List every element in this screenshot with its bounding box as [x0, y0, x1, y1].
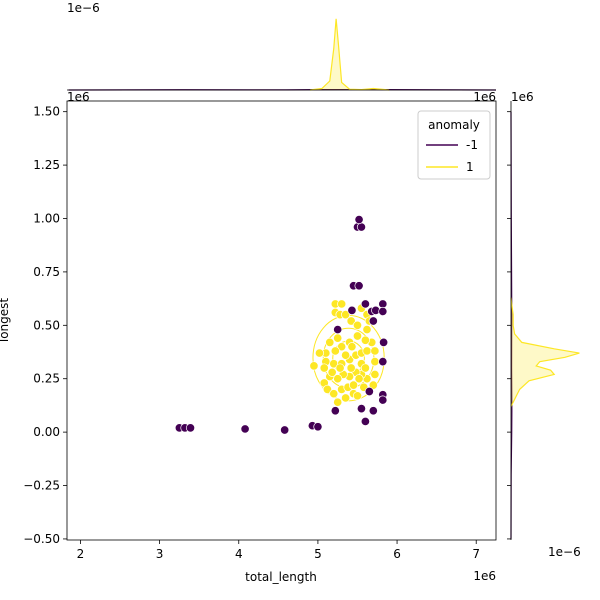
- point-anomaly-pos: [335, 363, 345, 373]
- legend: anomaly -1 1: [417, 110, 491, 180]
- point-anomaly-pos: [341, 350, 351, 360]
- point-anomaly-neg: [378, 306, 388, 316]
- legend-label-pos: 1: [466, 160, 474, 174]
- y-tick-label: −0.25: [23, 479, 60, 493]
- top-marginal-offset-label: 1e−6: [67, 1, 100, 15]
- point-anomaly-pos: [370, 346, 380, 356]
- y-axis-ticks: −0.50 −0.25 0.00 0.25 0.50 0.75 1.00 1.25 1.50: [23, 105, 67, 546]
- x-axis-label: total_length: [245, 570, 317, 584]
- x-tick-label: 5: [314, 547, 322, 561]
- joint-y-offset-label-left: 1e6: [67, 90, 90, 104]
- point-anomaly-pos: [352, 331, 363, 341]
- right-marginal-curves: [510, 111, 580, 539]
- x-tick-label: 6: [393, 547, 401, 561]
- point-anomaly-neg: [347, 305, 357, 315]
- point-anomaly-pos: [333, 333, 343, 343]
- right-marginal-axes: 1e6 1e−6: [507, 90, 581, 559]
- point-anomaly-neg: [313, 422, 323, 432]
- point-anomaly-neg: [378, 395, 388, 405]
- y-tick-label: 1.00: [33, 211, 60, 225]
- right-kde-pos: [510, 297, 580, 407]
- point-anomaly-pos: [330, 346, 340, 356]
- point-anomaly-neg: [360, 299, 370, 309]
- x-tick-label: 4: [235, 547, 243, 561]
- point-anomaly-pos: [337, 299, 347, 309]
- point-anomaly-pos: [309, 361, 319, 371]
- point-anomaly-pos: [347, 342, 357, 352]
- top-kde-fill: [309, 18, 390, 90]
- point-anomaly-pos: [341, 310, 351, 320]
- right-marginal-bottom-offset-label: 1e−6: [548, 545, 581, 559]
- point-anomaly-pos: [362, 325, 372, 335]
- point-anomaly-pos: [370, 369, 380, 379]
- point-anomaly-pos: [325, 337, 335, 347]
- point-anomaly-neg: [356, 222, 366, 232]
- point-anomaly-pos: [352, 320, 363, 330]
- y-tick-label: 1.25: [33, 158, 60, 172]
- point-anomaly-neg: [364, 386, 374, 397]
- point-anomaly-pos: [352, 391, 363, 401]
- point-anomaly-neg: [378, 357, 388, 367]
- y-tick-label: 0.75: [33, 265, 60, 279]
- y-axis-label: longest: [0, 298, 11, 343]
- y-tick-label: −0.50: [23, 532, 60, 546]
- y-tick-label: 1.50: [33, 105, 60, 119]
- point-anomaly-neg: [354, 215, 364, 225]
- y-tick-label: 0.00: [33, 425, 60, 439]
- point-anomaly-pos: [333, 397, 343, 407]
- point-anomaly-neg: [333, 325, 343, 335]
- point-anomaly-pos: [360, 335, 370, 345]
- right-marginal-ticks: [507, 111, 511, 540]
- x-axis-offset-label: 1e6: [473, 569, 496, 583]
- point-anomaly-pos: [346, 363, 356, 373]
- point-anomaly-neg: [360, 416, 370, 426]
- point-anomaly-pos: [322, 384, 332, 394]
- top-kde-pos: [309, 18, 390, 91]
- x-axis-ticks: 2 3 4 5 6 7: [77, 540, 480, 561]
- point-anomaly-pos: [341, 393, 351, 403]
- point-anomaly-neg: [368, 316, 378, 326]
- point-anomaly-pos: [314, 348, 325, 358]
- point-anomaly-neg: [280, 425, 290, 435]
- point-anomaly-pos: [346, 316, 356, 326]
- point-anomaly-pos: [329, 389, 339, 399]
- point-anomaly-pos: [348, 380, 359, 390]
- right-kde-fill: [511, 297, 580, 407]
- point-anomaly-neg: [356, 404, 366, 414]
- x-tick-label: 3: [156, 547, 164, 561]
- y-tick-label: 0.25: [33, 372, 60, 386]
- point-anomaly-neg: [368, 406, 378, 416]
- right-marginal-offset-label: 1e6: [511, 90, 534, 104]
- point-anomaly-pos: [319, 363, 329, 373]
- point-anomaly-pos: [354, 374, 364, 384]
- point-anomaly-neg: [185, 423, 196, 433]
- point-anomaly-neg: [379, 337, 389, 347]
- point-anomaly-neg: [354, 281, 364, 291]
- point-anomaly-pos: [360, 363, 370, 373]
- point-anomaly-pos: [327, 367, 337, 377]
- point-anomaly-pos: [362, 346, 372, 356]
- joint-y-offset-label-right: 1e6: [473, 90, 496, 104]
- scatter-points: [174, 215, 389, 435]
- point-anomaly-pos: [337, 342, 347, 352]
- x-tick-label: 2: [77, 547, 85, 561]
- x-tick-label: 7: [472, 547, 480, 561]
- legend-label-neg: -1: [466, 138, 478, 152]
- point-anomaly-neg: [240, 424, 250, 434]
- top-marginal-axes: 1e−6: [67, 1, 497, 91]
- point-anomaly-pos: [370, 357, 380, 367]
- legend-title: anomaly: [428, 118, 480, 132]
- y-tick-label: 0.50: [33, 318, 60, 332]
- point-anomaly-neg: [330, 406, 340, 416]
- top-marginal-curves: [68, 18, 497, 91]
